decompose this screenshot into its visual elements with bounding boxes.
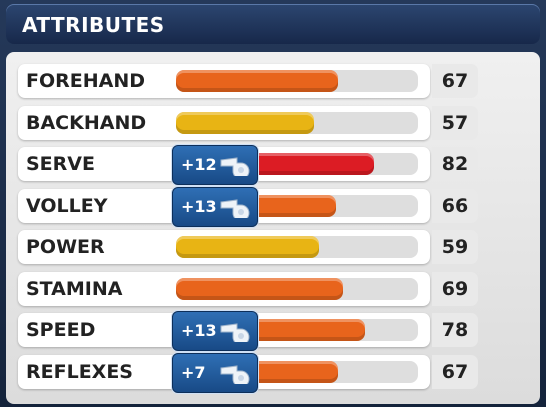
attribute-name: BACKHAND: [26, 111, 147, 134]
bonus-badge: +7: [172, 352, 258, 393]
attribute-name: SERVE: [26, 153, 95, 175]
value-box: 59: [432, 230, 478, 264]
bonus-text: +13: [181, 196, 217, 216]
attribute-label-box: POWER: [18, 230, 430, 264]
attribute-row: SERVE 82 +12: [18, 145, 478, 185]
attribute-name: VOLLEY: [26, 194, 108, 217]
value-box: 82: [432, 147, 478, 181]
header-title: ATTRIBUTES: [22, 13, 165, 37]
attribute-label-box: BACKHAND: [18, 105, 430, 140]
attribute-value: 67: [441, 360, 469, 383]
attribute-bar: [176, 70, 339, 92]
attribute-row: FOREHAND 67: [18, 64, 478, 98]
value-box: 67: [432, 64, 478, 98]
attribute-value: 67: [441, 70, 469, 92]
attribute-name: REFLEXES: [26, 360, 133, 383]
value-box: 66: [432, 188, 478, 223]
bonus-text: +13: [181, 321, 217, 340]
whistle-icon: [220, 323, 250, 342]
whistle-icon: [220, 364, 250, 384]
attribute-row: SPEED 78 +13: [18, 311, 478, 351]
bonus-badge: +12: [172, 145, 258, 185]
bar-track: [176, 70, 418, 92]
bar-track: [176, 277, 418, 300]
attribute-bar: [176, 236, 319, 258]
attributes-panel: FOREHAND 67 BACKHAND 57 SERVE 82 +12 VOLLEY 66 +1…: [6, 52, 540, 404]
bonus-badge: +13: [172, 186, 258, 227]
bonus-text: +12: [181, 155, 217, 174]
attribute-value: 59: [441, 236, 469, 258]
attribute-row: BACKHAND 57: [18, 105, 478, 140]
attribute-bar: [176, 277, 343, 300]
value-box: 69: [432, 271, 478, 306]
value-box: 57: [432, 105, 478, 140]
whistle-icon: [220, 157, 250, 176]
whistle-icon: [220, 198, 250, 218]
bar-track: [176, 236, 418, 258]
attribute-bar: [176, 111, 314, 134]
attribute-name: FOREHAND: [26, 70, 146, 92]
attribute-name: SPEED: [26, 319, 96, 341]
attribute-row: REFLEXES 67 +7: [18, 352, 478, 393]
bonus-badge: +13: [172, 311, 258, 351]
attribute-value: 66: [441, 194, 469, 217]
bar-track: [176, 111, 418, 134]
attribute-value: 57: [441, 111, 469, 134]
header-bar: ATTRIBUTES: [6, 4, 540, 44]
attribute-label-box: STAMINA: [18, 271, 430, 306]
attribute-name: STAMINA: [26, 277, 123, 300]
attribute-value: 82: [441, 153, 469, 175]
value-box: 78: [432, 313, 478, 347]
attribute-name: POWER: [26, 236, 105, 258]
attribute-row: POWER 59: [18, 230, 478, 264]
value-box: 67: [432, 354, 478, 389]
attribute-value: 78: [441, 319, 469, 341]
bonus-text: +7: [181, 362, 206, 382]
attribute-value: 69: [441, 277, 469, 300]
attribute-label-box: FOREHAND: [18, 64, 430, 98]
attribute-row: STAMINA 69: [18, 271, 478, 306]
attribute-row: VOLLEY 66 +13: [18, 186, 478, 227]
